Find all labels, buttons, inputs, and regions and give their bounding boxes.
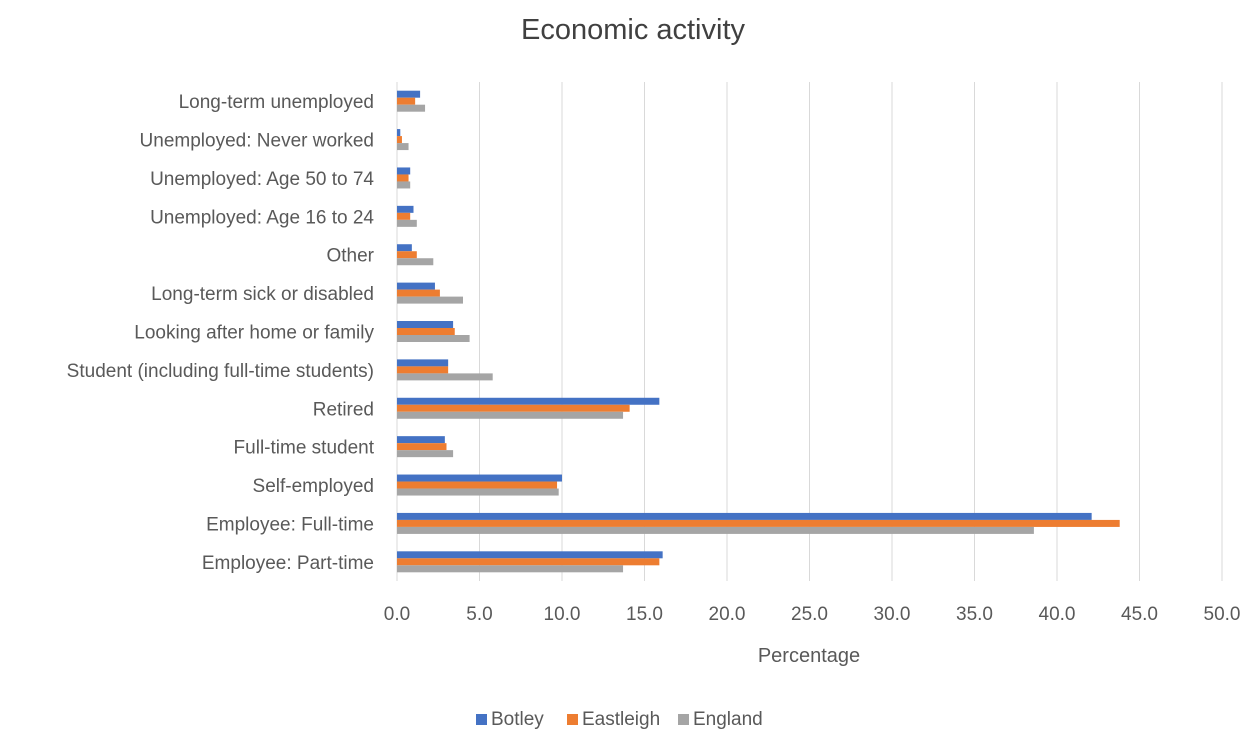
bar-eastleigh [397,558,660,566]
bar-botley [397,205,414,213]
category-label: Full-time student [234,438,375,459]
legend-swatch-eastleigh [567,714,578,725]
category-label: Unemployed: Age 50 to 74 [150,169,374,190]
bar-eastleigh [397,519,1120,527]
gridlines [396,82,1223,581]
x-axis-title: Percentage [758,645,860,667]
bars [397,90,1120,573]
bar-england [397,565,624,573]
bar-eastleigh [397,251,417,259]
bar-england [397,335,470,342]
legend-label: Eastleigh [582,709,660,730]
bar-botley [397,129,401,137]
bar-botley [397,359,449,367]
bar-botley [397,474,562,482]
category-label: Self-employed [253,476,374,497]
x-tick-label: 45.0 [1121,604,1158,625]
x-tick-label: 10.0 [544,604,581,625]
bar-eastleigh [397,328,455,335]
bar-botley [397,397,660,405]
bar-england [397,181,411,189]
category-label: Long-term unemployed [179,92,374,113]
x-tick-label: 50.0 [1204,604,1241,625]
bar-botley [397,551,663,559]
bar-botley [397,436,445,444]
x-tick-label: 30.0 [874,604,911,625]
x-tick-label: 15.0 [626,604,663,625]
category-label: Looking after home or family [134,323,374,344]
bar-england [397,104,426,112]
x-tick-label: 0.0 [384,604,410,625]
bar-eastleigh [397,481,558,489]
bar-eastleigh [397,443,447,451]
bar-eastleigh [397,366,449,374]
bar-eastleigh [397,174,409,182]
x-tick-label: 40.0 [1039,604,1076,625]
category-label: Retired [313,399,374,420]
bar-botley [397,321,454,328]
x-tick-label: 5.0 [466,604,492,625]
category-label: Student (including full-time students) [67,361,374,382]
bar-england [397,526,1034,534]
bar-botley [397,167,411,175]
bar-botley [397,512,1092,520]
x-tick-labels: 0.0 5.0 10.0 15.0 20.0 25.0 30.0 35.0 40.0 45.0 50… [384,604,1241,625]
x-tick-label: 20.0 [709,604,746,625]
bar-eastleigh [397,404,630,412]
bar-eastleigh [397,97,416,105]
bar-botley [397,282,435,290]
bar-botley [397,90,421,98]
legend: Botley Eastleigh England [476,709,763,730]
legend-swatch-botley [476,714,487,725]
category-label: Unemployed: Never worked [140,131,374,152]
legend-swatch-england [678,714,689,725]
category-label: Unemployed: Age 16 to 24 [150,207,374,228]
bar-england [397,219,417,227]
category-label: Employee: Part-time [202,553,374,574]
bar-eastleigh [397,289,440,297]
bar-england [397,450,454,458]
chart-title: Economic activity [521,14,746,46]
category-label: Long-term sick or disabled [151,284,374,305]
bar-england [397,373,493,381]
bar-england [397,143,409,151]
category-label: Other [326,246,374,267]
x-tick-label: 35.0 [956,604,993,625]
x-tick-label: 25.0 [791,604,828,625]
bar-england [397,258,434,266]
bar-england [397,411,624,419]
bar-eastleigh [397,136,402,144]
bar-botley [397,244,412,252]
legend-label: Botley [491,709,544,730]
bar-england [397,488,559,496]
legend-label: England [693,709,763,730]
category-labels: Long-term unemployed Unemployed: Never wo… [67,92,375,574]
bar-england [397,296,463,304]
bar-eastleigh [397,212,411,220]
category-label: Employee: Full-time [206,514,374,535]
